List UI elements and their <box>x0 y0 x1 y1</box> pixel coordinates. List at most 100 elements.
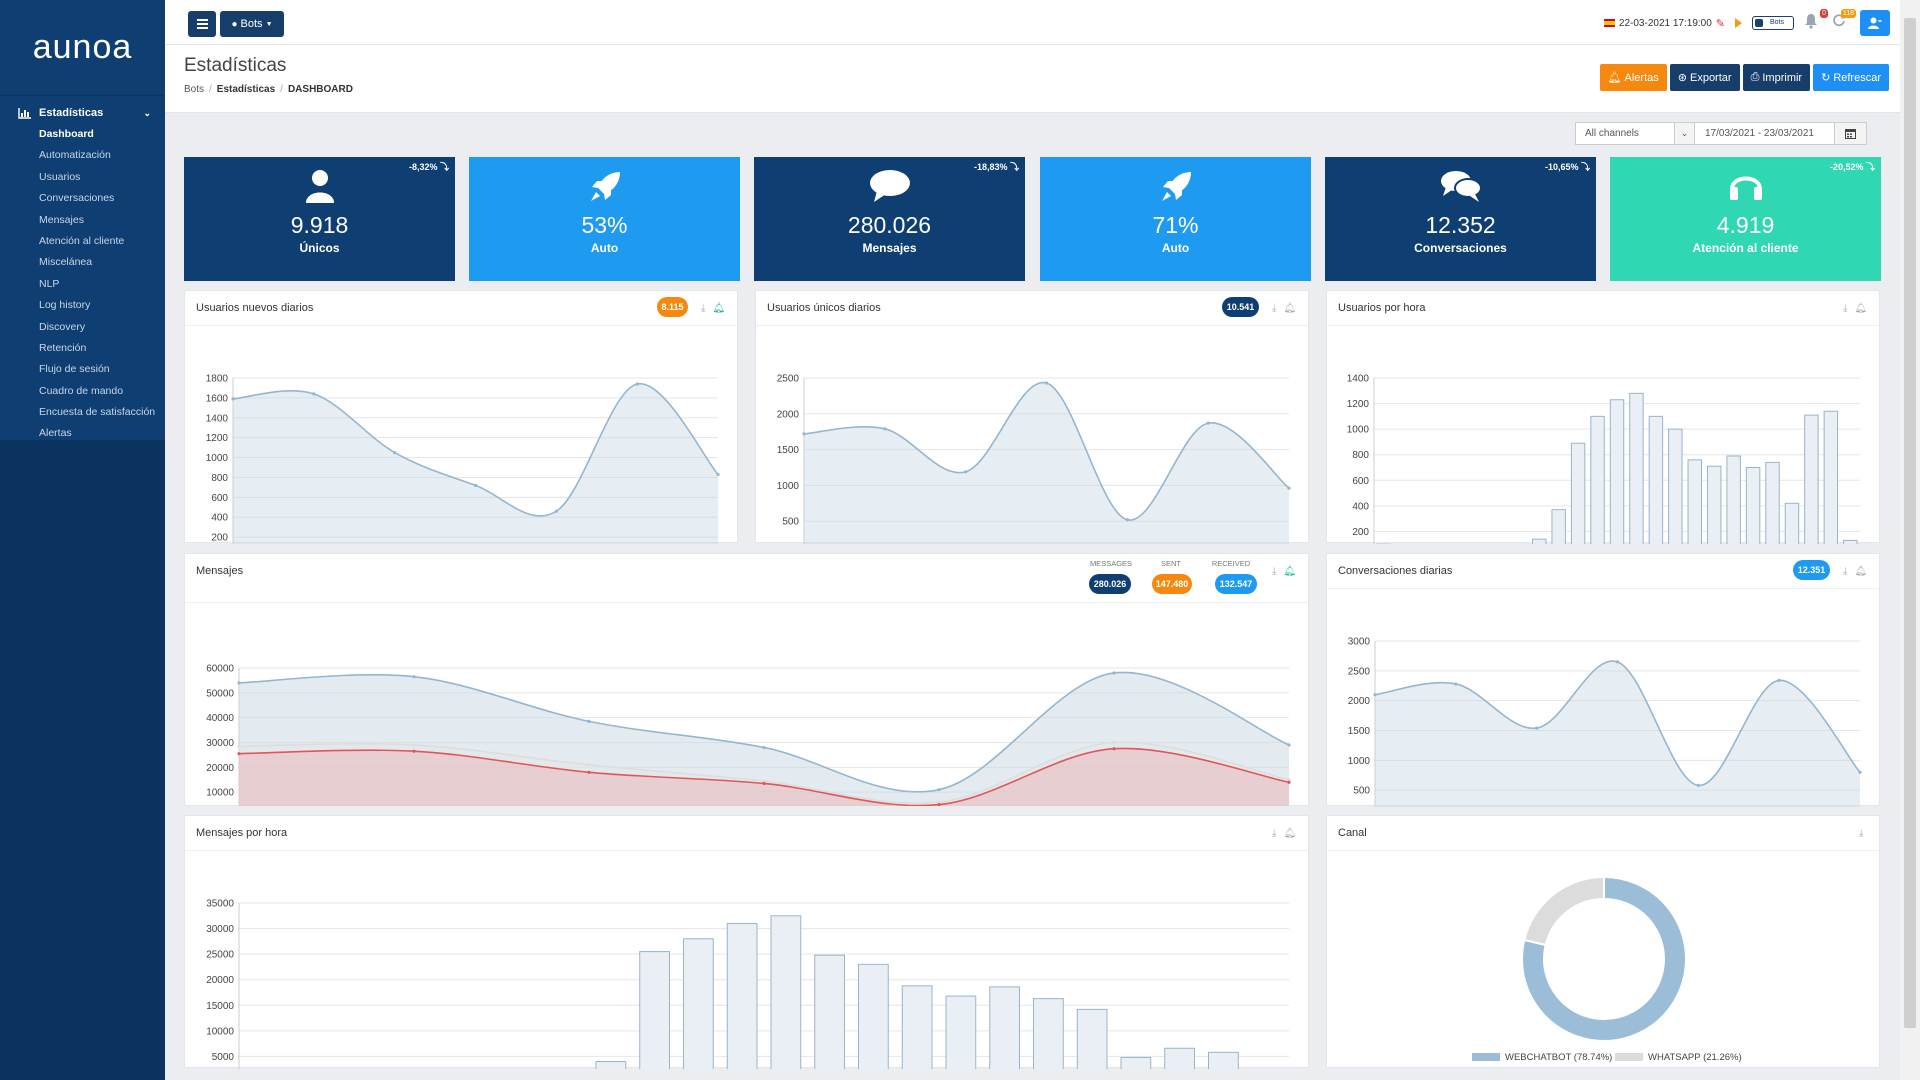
data-point[interactable] <box>1697 784 1700 787</box>
data-point[interactable] <box>1373 693 1376 696</box>
breadcrumb-estadisticas[interactable]: Estadísticas <box>217 84 275 95</box>
download-icon[interactable]: ⤓ <box>1859 828 1863 839</box>
bar[interactable] <box>1552 510 1565 544</box>
donut-slice[interactable] <box>1524 877 1604 945</box>
sync-button[interactable]: 118 <box>1832 13 1850 33</box>
data-point[interactable] <box>412 743 415 746</box>
user-menu-button[interactable] <box>1860 10 1890 36</box>
bell-icon[interactable]: 🔔︎ <box>1283 566 1296 577</box>
bar[interactable] <box>1727 456 1740 544</box>
data-point[interactable] <box>312 392 315 395</box>
sidebar-item-cuadro-de-mando[interactable]: Cuadro de mando <box>0 381 165 402</box>
sidebar-item-miscelánea[interactable]: Miscelánea <box>0 252 165 273</box>
data-point[interactable] <box>587 720 590 723</box>
breadcrumb-bots[interactable]: Bots <box>184 84 204 95</box>
bar[interactable] <box>1649 416 1662 544</box>
data-point[interactable] <box>636 382 639 385</box>
legend-label[interactable]: WEBCHATBOT (78.74%) <box>1505 1052 1612 1063</box>
bar[interactable] <box>771 916 801 1069</box>
stat-tile-auto[interactable]: 71% Auto <box>1040 157 1311 281</box>
play-icon[interactable] <box>1735 18 1742 28</box>
bell-icon[interactable]: 🔔︎ <box>1283 828 1296 839</box>
date-range-input[interactable]: 17/03/2021 - 23/03/2021 <box>1695 122 1835 145</box>
bell-icon[interactable]: 🔔︎ <box>1854 566 1867 577</box>
sidebar-item-encuesta-de-satisfacción[interactable]: Encuesta de satisfacción <box>0 402 165 423</box>
data-point[interactable] <box>237 681 240 684</box>
data-point[interactable] <box>412 750 415 753</box>
bar[interactable] <box>727 923 757 1069</box>
notifications-button[interactable]: 0 <box>1804 13 1822 33</box>
data-point[interactable] <box>1112 741 1115 744</box>
data-point[interactable] <box>762 782 765 785</box>
bell-icon[interactable]: 🔔︎ <box>1854 303 1867 314</box>
sidebar-item-conversaciones[interactable]: Conversaciones <box>0 188 165 209</box>
bar[interactable] <box>1077 1009 1107 1069</box>
bar[interactable] <box>990 987 1020 1069</box>
data-point[interactable] <box>1287 487 1290 490</box>
bar[interactable] <box>1669 429 1682 544</box>
bar[interactable] <box>1610 400 1623 544</box>
data-point[interactable] <box>1112 671 1115 674</box>
export-button[interactable]: ⊛ Exportar <box>1670 64 1740 91</box>
refresh-button[interactable]: ↻ Refrescar <box>1813 64 1889 91</box>
sidebar-section-estadisticas[interactable]: Estadísticas ⌄ <box>0 102 165 124</box>
bots-toggle[interactable]: Bots <box>1752 16 1794 30</box>
data-point[interactable] <box>587 763 590 766</box>
data-point[interactable] <box>1616 660 1619 663</box>
data-point[interactable] <box>474 484 477 487</box>
download-icon[interactable]: ⤓ <box>1272 828 1276 839</box>
data-point[interactable] <box>1778 679 1781 682</box>
scrollbar-thumb[interactable] <box>1904 18 1916 1028</box>
bar[interactable] <box>640 952 670 1069</box>
bar[interactable] <box>1630 393 1643 544</box>
bar[interactable] <box>1591 416 1604 544</box>
stat-tile-únicos[interactable]: -8,32% ⤵ 9.918 Únicos <box>184 157 455 281</box>
data-point[interactable] <box>1858 771 1861 774</box>
bar[interactable] <box>1121 1057 1151 1069</box>
bar[interactable] <box>1707 466 1720 544</box>
sidebar-item-usuarios[interactable]: Usuarios <box>0 167 165 188</box>
data-point[interactable] <box>555 510 558 513</box>
data-point[interactable] <box>1045 381 1048 384</box>
stat-tile-conversaciones[interactable]: -10,65% ⤵ 12.352 Conversaciones <box>1325 157 1596 281</box>
data-point[interactable] <box>393 451 396 454</box>
sidebar-item-log-history[interactable]: Log history <box>0 295 165 316</box>
sidebar-item-automatización[interactable]: Automatización <box>0 145 165 166</box>
bell-icon[interactable]: 🔔︎ <box>1283 303 1296 314</box>
data-point[interactable] <box>237 745 240 748</box>
data-point[interactable] <box>762 746 765 749</box>
sidebar-item-atención-al-cliente[interactable]: Atención al cliente <box>0 231 165 252</box>
stat-tile-auto[interactable]: 53% Auto <box>469 157 740 281</box>
download-icon[interactable]: ⤓ <box>1843 303 1847 314</box>
print-button[interactable]: ⎙ Imprimir <box>1743 64 1811 91</box>
data-point[interactable] <box>716 473 719 476</box>
bell-icon[interactable]: 🔔︎ <box>712 303 725 314</box>
bar[interactable] <box>684 939 714 1069</box>
download-icon[interactable]: ⤓ <box>1272 303 1276 314</box>
data-point[interactable] <box>1126 518 1129 521</box>
data-point[interactable] <box>1287 781 1290 784</box>
bar[interactable] <box>946 996 976 1069</box>
bar[interactable] <box>1688 460 1701 544</box>
bar[interactable] <box>1766 462 1779 544</box>
bots-dropdown-button[interactable]: ● Bots ▼ <box>220 11 284 37</box>
bar[interactable] <box>859 964 889 1069</box>
data-point[interactable] <box>802 432 805 435</box>
bar[interactable] <box>1034 999 1064 1069</box>
legend-swatch[interactable] <box>1472 1053 1500 1061</box>
data-point[interactable] <box>964 470 967 473</box>
sidebar-item-discovery[interactable]: Discovery <box>0 317 165 338</box>
bar[interactable] <box>1165 1048 1195 1069</box>
data-point[interactable] <box>587 771 590 774</box>
bar[interactable] <box>1209 1052 1239 1069</box>
bar[interactable] <box>1571 443 1584 544</box>
data-point[interactable] <box>1287 743 1290 746</box>
sidebar-item-mensajes[interactable]: Mensajes <box>0 210 165 231</box>
stat-tile-mensajes[interactable]: -18,83% ⤵ 280.026 Mensajes <box>754 157 1025 281</box>
bar[interactable] <box>1746 468 1759 545</box>
data-point[interactable] <box>883 427 886 430</box>
pencil-icon[interactable]: ✎ <box>1716 17 1725 30</box>
download-icon[interactable]: ⤓ <box>701 303 705 314</box>
sidebar-item-nlp[interactable]: NLP <box>0 274 165 295</box>
sidebar-item-dashboard[interactable]: Dashboard <box>0 124 165 145</box>
